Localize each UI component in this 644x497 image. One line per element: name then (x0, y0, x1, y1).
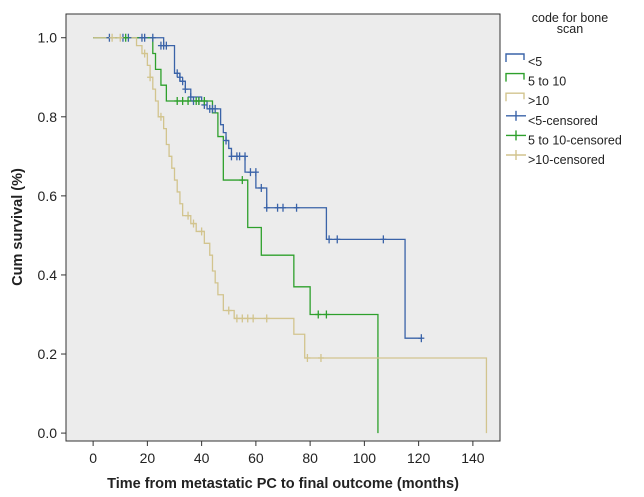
censor-mark (182, 85, 189, 94)
censor-mark (223, 136, 230, 145)
legend-swatch (505, 53, 525, 62)
x-tick-label: 120 (407, 450, 431, 466)
censor-mark (304, 353, 311, 362)
series-line-2 (93, 37, 488, 434)
x-tick-label: 40 (194, 450, 210, 466)
x-tick-label: 20 (140, 450, 156, 466)
x-tick-label: 60 (248, 450, 264, 466)
censor-mark (252, 168, 259, 177)
y-tick-label: 0.6 (38, 188, 58, 204)
x-axis: 0 20 40 60 80 100 120 140 (89, 441, 485, 466)
censor-mark (201, 96, 208, 105)
censor-mark (317, 353, 324, 362)
censor-mark (263, 314, 270, 323)
legend-item: <5 (505, 53, 542, 69)
censor-mark (149, 33, 156, 42)
legend-title: scan (557, 22, 583, 36)
censor-mark (195, 96, 202, 105)
censor-mark (157, 112, 164, 121)
censor-mark (225, 306, 232, 315)
legend-item: >10-censored (506, 150, 605, 167)
y-tick-label: 0.0 (38, 425, 58, 441)
legend-label: >10 (528, 94, 549, 108)
censor-mark (280, 203, 286, 212)
legend-label: <5 (528, 55, 542, 69)
y-tick-label: 0.8 (38, 109, 58, 125)
censor-mark (242, 152, 249, 161)
censor-mark (109, 33, 116, 42)
censor-mark (187, 93, 194, 102)
legend-swatch (505, 92, 525, 102)
censor-mark (315, 310, 322, 319)
x-tick-label: 140 (461, 450, 485, 466)
y-tick-label: 0.2 (38, 346, 58, 362)
censor-mark (117, 33, 124, 42)
censor-mark (185, 96, 192, 105)
y-tick-label: 1.0 (38, 30, 58, 46)
censor-mark (163, 41, 170, 50)
plot-background (65, 13, 501, 442)
censor-mark (334, 235, 341, 244)
censor-mark (418, 334, 425, 343)
x-tick-label: 80 (302, 450, 318, 466)
censor-mark (174, 69, 181, 78)
censor-marks (106, 33, 425, 362)
censor-mark (179, 77, 186, 86)
censor-mark (258, 183, 265, 192)
y-axis-title: Cum survival (%) (10, 168, 26, 286)
censor-mark (244, 314, 251, 323)
legend-swatch (505, 72, 525, 82)
censor-mark (250, 314, 257, 323)
censor-mark (179, 96, 186, 105)
legend-label: >10-censored (528, 153, 605, 167)
censor-mark (380, 235, 387, 244)
x-tick-label: 100 (353, 450, 377, 466)
y-tick-label: 0.4 (38, 267, 58, 283)
series-line-1 (93, 37, 379, 434)
x-tick-label: 0 (89, 450, 97, 466)
legend-label: 5 to 10 (528, 75, 566, 89)
censor-mark (190, 219, 197, 228)
legend-title: code for bone (532, 11, 608, 25)
censor-mark (141, 49, 148, 58)
censor-mark (174, 96, 181, 105)
legend-label: <5-censored (528, 114, 598, 128)
legend-item: >10 (505, 92, 549, 108)
censor-mark (228, 152, 235, 161)
y-axis: 0.0 0.2 0.4 0.6 0.8 1.0 (38, 30, 66, 441)
legend-label: 5 to 10-censored (528, 133, 622, 147)
censor-mark (147, 73, 154, 82)
censor-mark (212, 104, 219, 113)
censor-mark (247, 168, 254, 177)
censor-mark (326, 235, 333, 244)
censor-mark (293, 203, 300, 212)
censor-mark (274, 203, 281, 212)
censor-mark (176, 73, 183, 82)
censor-mark (263, 203, 270, 212)
censor-mark (323, 310, 330, 319)
censor-mark (233, 314, 240, 323)
censor-mark (239, 314, 246, 323)
x-axis-title: Time from metastatic PC to final outcome… (107, 476, 459, 492)
censor-mark (236, 152, 243, 161)
censor-mark (141, 33, 148, 42)
censor-mark (198, 227, 205, 236)
legend-item: 5 to 10 (505, 72, 566, 89)
censor-mark (122, 33, 129, 42)
censor-mark (185, 211, 192, 220)
legend-item: 5 to 10-censored (506, 130, 622, 147)
censor-mark (239, 176, 246, 185)
legend-item: <5-censored (506, 110, 598, 128)
